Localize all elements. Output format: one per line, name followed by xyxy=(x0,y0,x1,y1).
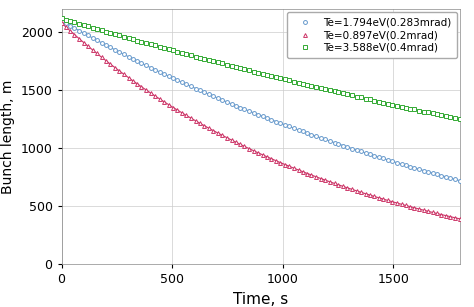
Te=1.794eV(0.283mrad) xyxy=(179,80,185,84)
Te=0.897eV(0.2mrad) xyxy=(112,66,118,69)
Te=1.794eV(0.283mrad) xyxy=(389,159,395,163)
Te=3.588eV(0.4mrad) xyxy=(457,117,463,121)
Legend: Te=1.794eV(0.283mrad), Te=0.897eV(0.2mrad), Te=3.588eV(0.4mrad): Te=1.794eV(0.283mrad), Te=0.897eV(0.2mra… xyxy=(287,12,456,58)
Te=0.897eV(0.2mrad) xyxy=(399,203,404,206)
X-axis label: Time, s: Time, s xyxy=(233,292,288,307)
Te=1.794eV(0.283mrad) xyxy=(438,174,444,177)
Te=0.897eV(0.2mrad) xyxy=(59,21,64,25)
Te=3.588eV(0.4mrad) xyxy=(399,105,404,108)
Te=1.794eV(0.283mrad) xyxy=(457,179,463,182)
Te=1.794eV(0.283mrad) xyxy=(59,19,64,23)
Te=3.588eV(0.4mrad) xyxy=(59,17,64,20)
Te=1.794eV(0.283mrad) xyxy=(112,48,118,52)
Te=3.588eV(0.4mrad) xyxy=(336,91,341,94)
Te=0.897eV(0.2mrad) xyxy=(179,111,185,115)
Te=3.588eV(0.4mrad) xyxy=(179,51,185,55)
Te=1.794eV(0.283mrad) xyxy=(399,162,404,166)
Te=1.794eV(0.283mrad) xyxy=(336,142,341,146)
Te=0.897eV(0.2mrad) xyxy=(438,213,444,216)
Y-axis label: Bunch length, m: Bunch length, m xyxy=(1,80,15,194)
Line: Te=1.794eV(0.283mrad): Te=1.794eV(0.283mrad) xyxy=(60,19,462,183)
Te=3.588eV(0.4mrad) xyxy=(389,103,395,107)
Te=3.588eV(0.4mrad) xyxy=(112,32,118,36)
Line: Te=3.588eV(0.4mrad): Te=3.588eV(0.4mrad) xyxy=(60,17,462,121)
Line: Te=0.897eV(0.2mrad): Te=0.897eV(0.2mrad) xyxy=(60,21,462,221)
Te=0.897eV(0.2mrad) xyxy=(389,200,395,204)
Te=0.897eV(0.2mrad) xyxy=(336,183,341,187)
Te=3.588eV(0.4mrad) xyxy=(438,114,444,117)
Te=0.897eV(0.2mrad) xyxy=(457,217,463,221)
